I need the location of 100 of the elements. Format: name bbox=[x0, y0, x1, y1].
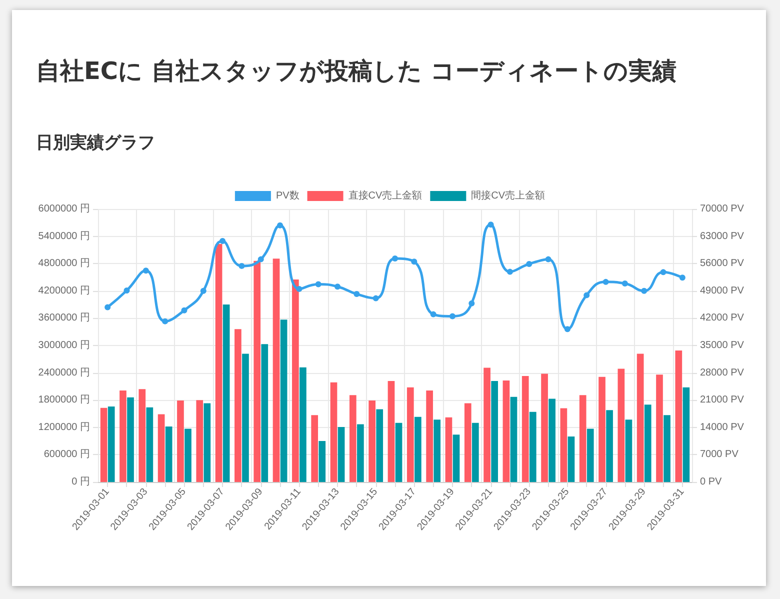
point bbox=[334, 284, 341, 290]
bar bbox=[529, 412, 536, 482]
y2-tick-label: 7000 PV bbox=[700, 449, 739, 460]
bar bbox=[644, 404, 652, 482]
y-tick-label: 600000 円 bbox=[44, 449, 90, 460]
y-tick-label: 2400000 円 bbox=[38, 367, 90, 378]
bar bbox=[426, 390, 433, 482]
bar bbox=[108, 406, 115, 482]
point bbox=[468, 300, 475, 306]
bar bbox=[445, 417, 452, 482]
bar bbox=[120, 390, 126, 482]
bar bbox=[452, 434, 460, 482]
bar bbox=[261, 344, 268, 482]
point bbox=[220, 238, 226, 244]
bar bbox=[502, 380, 510, 482]
point bbox=[200, 288, 206, 294]
bar bbox=[349, 395, 356, 482]
bar bbox=[254, 260, 261, 482]
bar bbox=[196, 400, 204, 482]
legend-label: PV数 bbox=[276, 190, 300, 202]
bar bbox=[242, 354, 249, 482]
point bbox=[238, 262, 245, 269]
bar bbox=[434, 420, 441, 482]
point bbox=[411, 258, 418, 265]
legend-label: 間接CV売上金額 bbox=[471, 190, 546, 202]
point bbox=[622, 280, 628, 286]
chart-title: 自社ECに 自社スタッフが投稿した コーディネートの実績 bbox=[36, 56, 677, 87]
y2-tick-label: 49000 PV bbox=[700, 285, 744, 296]
bar bbox=[560, 408, 568, 482]
bar bbox=[215, 244, 222, 482]
bar bbox=[165, 426, 172, 482]
point bbox=[526, 260, 532, 267]
bar bbox=[541, 374, 548, 482]
bar bbox=[625, 420, 632, 482]
point bbox=[315, 281, 322, 288]
point bbox=[449, 313, 456, 320]
point bbox=[660, 269, 666, 276]
bar bbox=[272, 258, 280, 482]
point bbox=[488, 222, 494, 228]
y2-tick-label: 35000 PV bbox=[700, 340, 744, 351]
bar bbox=[330, 382, 338, 482]
bar bbox=[146, 407, 154, 482]
bar bbox=[491, 380, 498, 482]
bar bbox=[548, 398, 556, 482]
y2-tick-label: 28000 PV bbox=[700, 367, 744, 378]
bar bbox=[100, 408, 108, 482]
point bbox=[372, 295, 379, 302]
bar bbox=[675, 350, 682, 482]
bar bbox=[222, 304, 230, 482]
bar bbox=[127, 397, 134, 482]
bar bbox=[376, 409, 384, 482]
chart-subtitle: 日別実績グラフ bbox=[36, 132, 155, 154]
legend-label: 直接CV売上金額 bbox=[348, 190, 422, 202]
y-tick-label: 1200000 円 bbox=[38, 422, 90, 433]
point bbox=[277, 222, 284, 228]
bar bbox=[510, 396, 518, 482]
bar bbox=[280, 320, 288, 482]
bar bbox=[318, 441, 326, 482]
bar bbox=[234, 329, 242, 482]
y2-tick-label: 70000 PV bbox=[700, 204, 744, 214]
point bbox=[584, 292, 590, 298]
y2-tick-label: 63000 PV bbox=[700, 230, 744, 242]
bar bbox=[664, 415, 670, 482]
bar bbox=[406, 387, 414, 482]
bar bbox=[177, 400, 184, 482]
point bbox=[506, 268, 513, 275]
point bbox=[142, 268, 149, 274]
y-tick-label: 4200000 円 bbox=[38, 285, 90, 296]
bar bbox=[338, 426, 345, 482]
bar bbox=[184, 428, 192, 482]
bar bbox=[388, 380, 395, 482]
y2-tick-label: 56000 PV bbox=[700, 258, 744, 270]
bar bbox=[586, 428, 594, 482]
bar bbox=[368, 400, 376, 482]
y-tick-label: 0 円 bbox=[72, 476, 90, 488]
bar bbox=[300, 367, 306, 482]
bar bbox=[414, 416, 422, 482]
bar bbox=[606, 410, 613, 482]
point bbox=[564, 326, 570, 332]
point bbox=[162, 318, 168, 324]
y-tick-label: 6000000 円 bbox=[38, 204, 90, 214]
point bbox=[392, 256, 398, 262]
y-tick-label: 5400000 円 bbox=[38, 230, 90, 242]
bar bbox=[158, 414, 165, 482]
y-tick-label: 1800000 円 bbox=[38, 394, 90, 406]
bar bbox=[138, 389, 146, 482]
point bbox=[181, 307, 188, 314]
y2-tick-label: 0 PV bbox=[700, 476, 722, 488]
bar bbox=[484, 368, 490, 482]
bar bbox=[636, 354, 644, 482]
point bbox=[296, 286, 302, 292]
bar bbox=[682, 387, 690, 482]
bar bbox=[292, 280, 299, 482]
bar bbox=[522, 376, 529, 482]
bar bbox=[472, 422, 479, 482]
point bbox=[124, 288, 130, 294]
point bbox=[602, 278, 609, 285]
bar bbox=[464, 403, 472, 482]
y-tick-label: 4800000 円 bbox=[38, 258, 90, 270]
point bbox=[430, 311, 436, 318]
